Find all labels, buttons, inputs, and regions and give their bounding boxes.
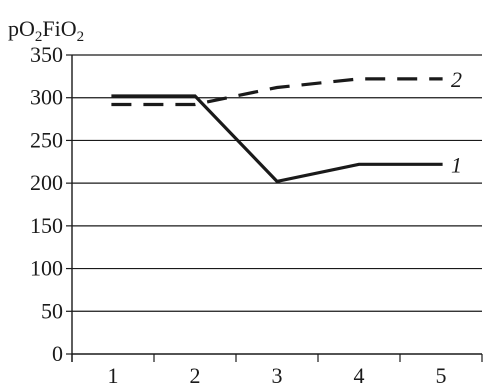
x-tick-label: 2 — [190, 363, 201, 387]
y-tick-label: 300 — [30, 85, 63, 110]
series-label-2: 2 — [451, 67, 462, 92]
y-axis-label: pO2FiO2 — [8, 16, 84, 45]
tick-labels: 0 50 100 150 200 250 300 350 1 2 3 4 5 — [30, 42, 447, 387]
x-tick-label: 5 — [436, 363, 447, 387]
y-tick-label: 200 — [30, 170, 63, 195]
y-tick-label: 100 — [30, 256, 63, 281]
x-tick-label: 1 — [108, 363, 119, 387]
x-tick-label: 4 — [354, 363, 365, 387]
series-group: 12 — [111, 67, 462, 184]
x-tick-label: 3 — [272, 363, 283, 387]
y-tick-label: 50 — [41, 298, 63, 323]
series-line-1 — [111, 94, 443, 184]
series-label-1: 1 — [451, 152, 462, 177]
axes — [66, 54, 483, 362]
series-line-2 — [111, 77, 443, 107]
y-tick-label: 0 — [52, 341, 63, 366]
grid-lines — [72, 54, 482, 312]
y-tick-label: 150 — [30, 213, 63, 238]
y-tick-label: 250 — [30, 127, 63, 152]
y-tick-label: 350 — [30, 42, 63, 67]
